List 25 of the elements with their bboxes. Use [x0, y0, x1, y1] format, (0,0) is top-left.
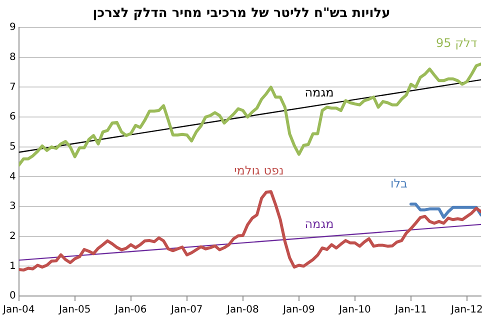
y-tick-label: 0 — [10, 290, 16, 302]
series-label: מגמה — [304, 85, 334, 100]
x-tick-label: Jan-04 — [2, 304, 35, 316]
x-tick-label: Jan-12 — [450, 304, 483, 316]
chart-title: עלויות בש"ח לליטר של מרכיבי מחיר הדלק לצרכן — [92, 6, 390, 22]
y-tick-label: 6 — [10, 112, 16, 123]
x-tick-label: Jan-11 — [394, 304, 427, 316]
x-tick-label: Jan-08 — [226, 304, 259, 316]
y-tick-label: 5 — [10, 141, 16, 152]
y-tick-label: 9 — [10, 22, 16, 34]
x-tick-label: Jan-07 — [170, 304, 203, 316]
y-tick-label: 7 — [10, 82, 16, 93]
series-label: בלו — [390, 176, 408, 190]
x-tick-label: Jan-05 — [58, 304, 91, 316]
x-tick-label: Jan-06 — [114, 304, 147, 316]
y-tick-label: 1 — [10, 260, 16, 272]
series-label: דלק 95 — [436, 36, 478, 50]
y-tick-label: 4 — [10, 171, 16, 182]
y-tick-label: 3 — [10, 201, 16, 212]
series-label: נפט גולמי — [234, 164, 284, 178]
series-label: מגמה — [304, 217, 334, 232]
y-tick-label: 8 — [10, 52, 16, 64]
x-tick-label: Jan-10 — [338, 304, 371, 316]
x-tick-label: Jan-09 — [282, 304, 315, 316]
y-tick-label: 2 — [10, 230, 16, 242]
